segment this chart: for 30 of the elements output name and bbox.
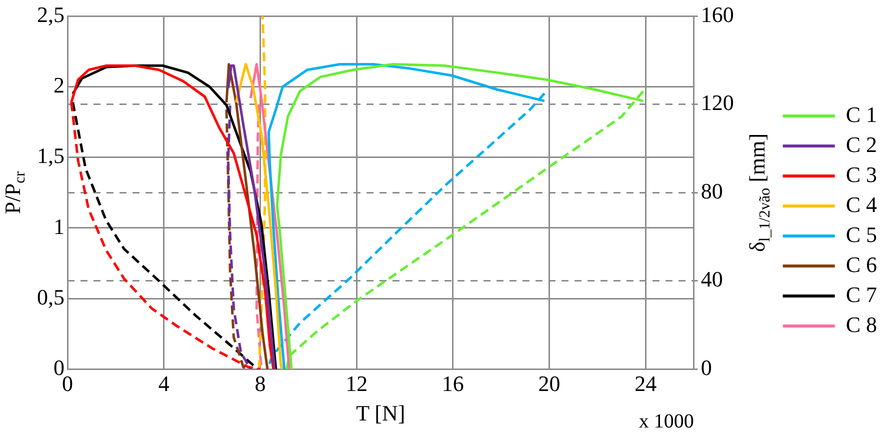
y-tick-label: 0,5 xyxy=(37,284,64,310)
x-axis-title: T [N] xyxy=(356,400,406,426)
legend-label: C 1 xyxy=(846,102,878,127)
y2-tick-label: 160 xyxy=(700,2,734,27)
x-tick-label: 16 xyxy=(442,371,464,396)
legend-label: C 8 xyxy=(846,312,878,337)
y2-tick-label: 40 xyxy=(700,266,723,292)
line-series xyxy=(226,104,252,370)
legend-label: C 2 xyxy=(846,132,878,157)
y2-tick-label: 120 xyxy=(700,90,734,116)
x-tick-label: 12 xyxy=(346,371,368,396)
x-tick-label: 24 xyxy=(634,371,657,396)
y2-axis-title: δl_1/2vão [mm] xyxy=(744,133,774,252)
legend-label: C 7 xyxy=(846,282,878,307)
text: x 1000 xyxy=(638,410,694,432)
y-tick-label: 1 xyxy=(54,214,64,239)
x-tick-label: 20 xyxy=(538,371,560,396)
y-tick-label: 1,5 xyxy=(37,143,64,168)
legend-label: C 4 xyxy=(846,192,878,217)
y2-tick-label: 80 xyxy=(700,178,723,204)
legend-label: C 3 xyxy=(846,162,878,187)
y2-tick-label: 0 xyxy=(700,354,712,380)
legend-label: C 5 xyxy=(846,222,878,247)
x-tick-label: 4 xyxy=(158,371,170,396)
y-axis-title: P/Pcr xyxy=(0,171,29,214)
x-tick-label: 8 xyxy=(254,371,266,396)
y-tick-label: 2,5 xyxy=(37,2,64,27)
y-tick-label: 0 xyxy=(54,354,64,380)
legend-label: C 6 xyxy=(846,252,878,277)
y-tick-label: 2 xyxy=(54,72,64,98)
